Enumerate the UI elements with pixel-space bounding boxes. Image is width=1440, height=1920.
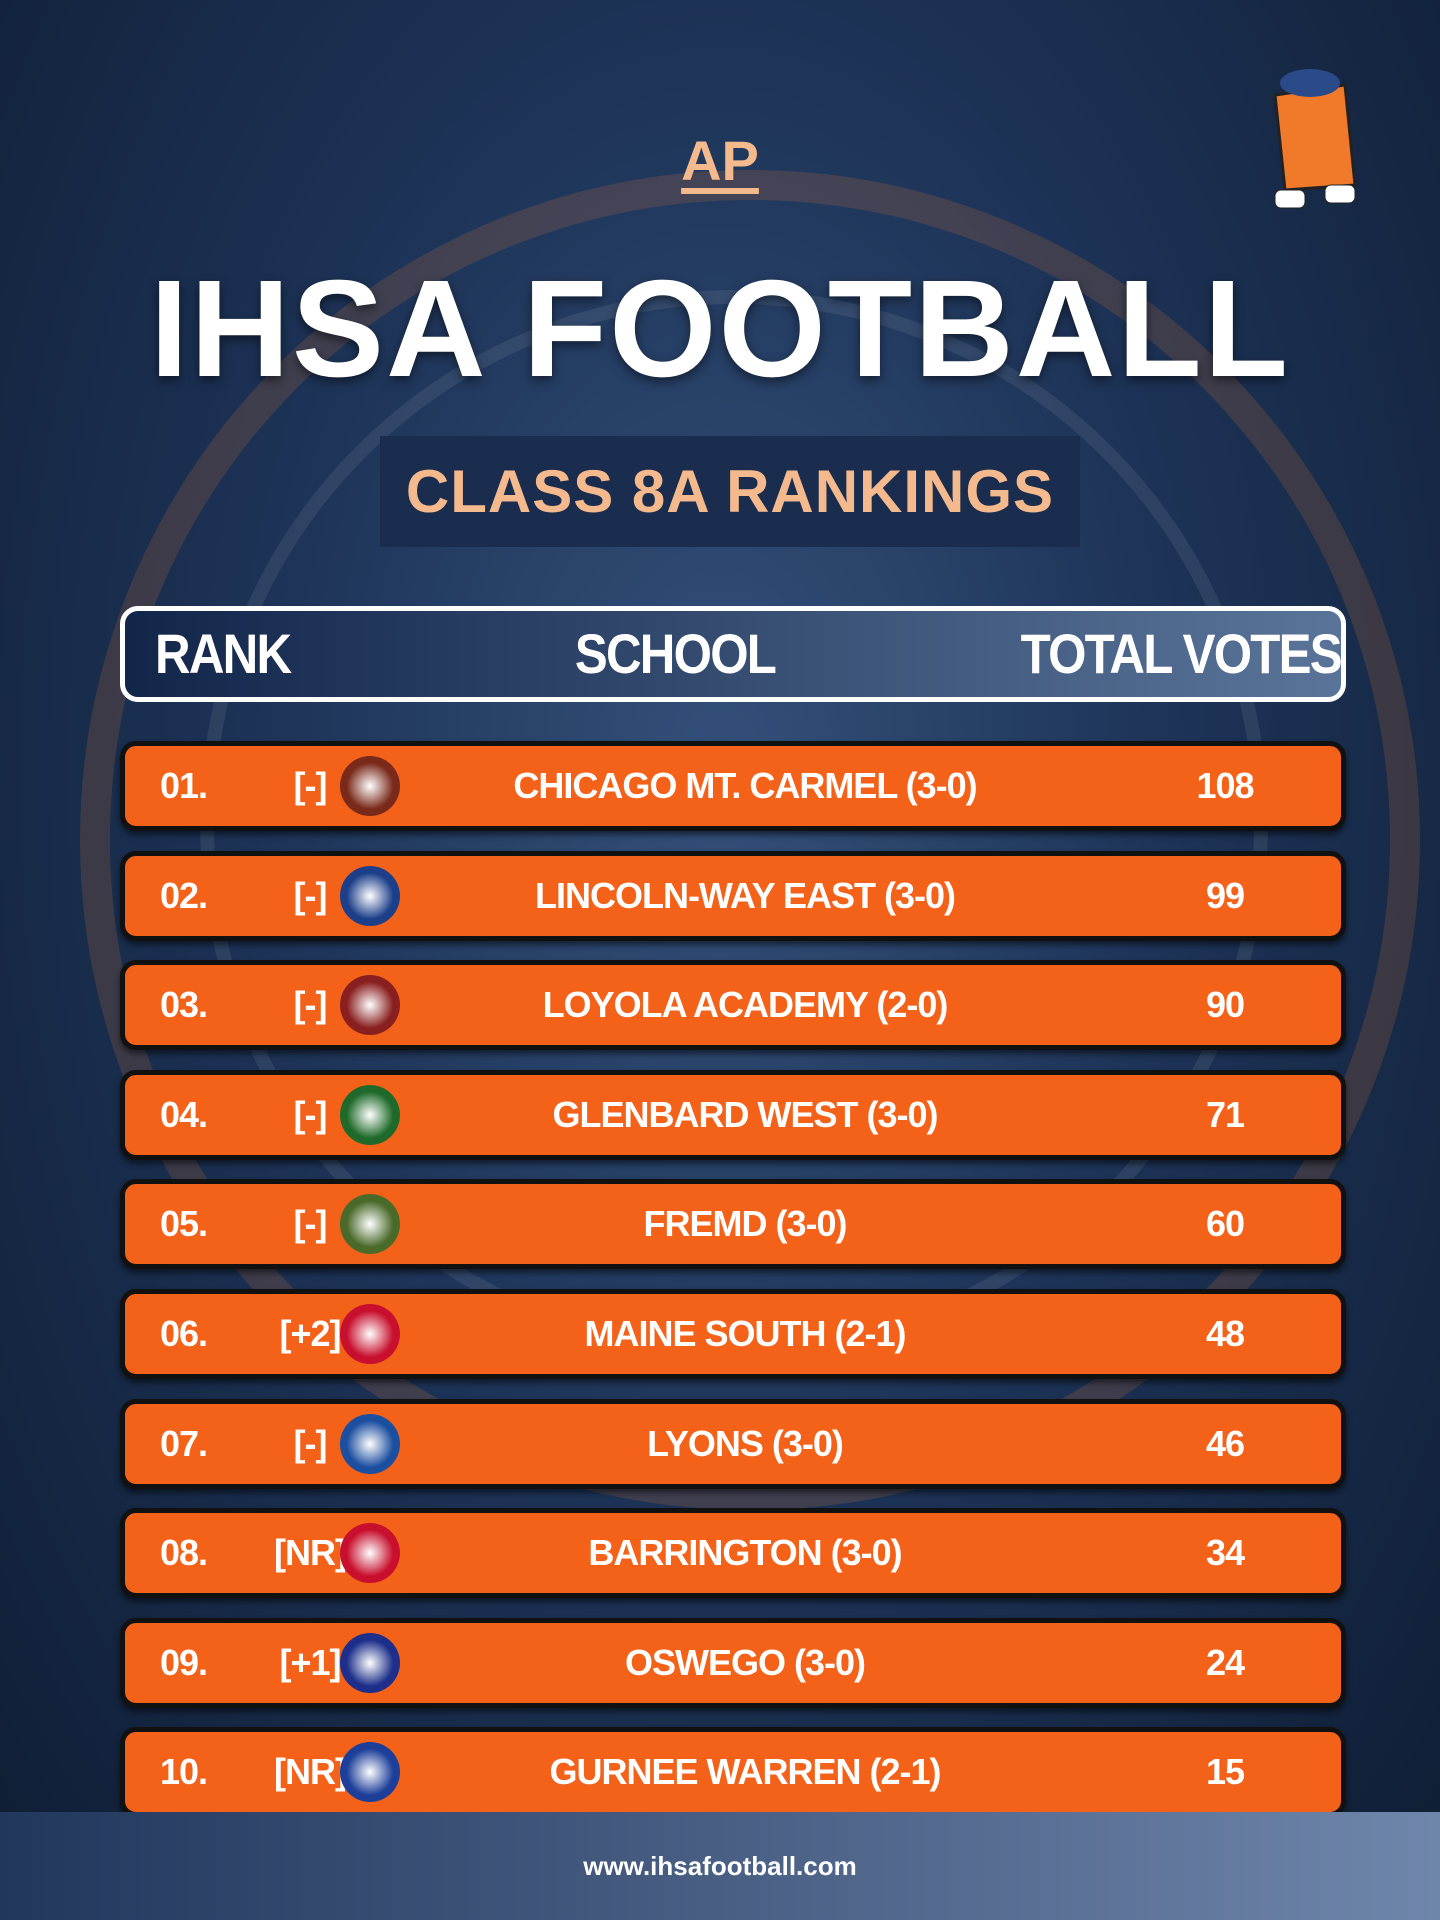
- school: FREMD (3-0): [643, 1203, 848, 1245]
- rank: 03.: [160, 984, 208, 1026]
- ranking-row: 02. [-] LINCOLN-WAY EAST (3-0) 99: [120, 850, 1346, 941]
- rank: 10.: [160, 1751, 208, 1793]
- table-header: RANK SCHOOL TOTAL VOTES: [120, 606, 1346, 702]
- school-logo: [340, 756, 400, 816]
- ranking-row: 05. [-] FREMD (3-0) 60: [120, 1179, 1346, 1270]
- ranking-row: 09. [+1] OSWEGO (3-0) 24: [120, 1617, 1346, 1708]
- rank: 04.: [160, 1093, 208, 1135]
- school-logo: [340, 1413, 400, 1474]
- rank-change: [-]: [293, 874, 328, 916]
- school: BARRINGTON (3-0): [588, 1532, 902, 1574]
- rank-change: [NR]: [274, 1751, 347, 1793]
- rank: 07.: [160, 1422, 208, 1464]
- subtitle: CLASS 8A RANKINGS: [380, 436, 1080, 547]
- votes: 34: [1205, 1532, 1245, 1574]
- rank: 08.: [160, 1532, 208, 1574]
- ranking-row: 08. [NR] BARRINGTON (3-0) 34: [120, 1508, 1346, 1599]
- rank-change: [-]: [293, 765, 328, 806]
- school: LOYOLA ACADEMY (2-0): [542, 984, 949, 1026]
- ranking-row: 01. [-] CHICAGO MT. CARMEL (3-0) 108: [120, 741, 1346, 831]
- column-header: SCHOOL: [574, 622, 777, 685]
- school: CHICAGO MT. CARMEL (3-0): [513, 765, 977, 806]
- column-header: TOTAL VOTES: [1020, 622, 1343, 685]
- school: GLENBARD WEST (3-0): [552, 1093, 939, 1135]
- votes: 48: [1205, 1313, 1245, 1354]
- rank: 09.: [160, 1641, 208, 1683]
- ranking-row: 04. [-] GLENBARD WEST (3-0) 71: [120, 1069, 1346, 1160]
- rank-change: [NR]: [274, 1532, 347, 1574]
- school: MAINE SOUTH (2-1): [584, 1313, 906, 1354]
- school-logo: [340, 1632, 400, 1693]
- mascot-cap: [1280, 69, 1340, 97]
- mascot-shoe: [1274, 189, 1306, 209]
- votes: 24: [1205, 1641, 1245, 1683]
- ranking-row: 03. [-] LOYOLA ACADEMY (2-0) 90: [120, 960, 1346, 1051]
- votes: 108: [1196, 765, 1254, 806]
- votes: 90: [1205, 984, 1245, 1026]
- mascot: [1273, 69, 1357, 209]
- votes: 60: [1205, 1203, 1245, 1245]
- ranking-row: 07. [-] LYONS (3-0) 46: [120, 1398, 1346, 1489]
- badge: AP: [681, 129, 759, 192]
- title: IHSA FOOTBALL: [149, 252, 1291, 406]
- school-logo: [340, 1304, 400, 1364]
- school-logo: [340, 865, 400, 926]
- rank-change: [-]: [293, 1203, 328, 1245]
- school-logo: [340, 1084, 400, 1145]
- rank: 01.: [160, 765, 208, 806]
- column-header: RANK: [155, 622, 292, 685]
- rank-change: [-]: [293, 984, 328, 1026]
- votes: 46: [1205, 1422, 1245, 1464]
- rank: 06.: [160, 1313, 208, 1354]
- school: OSWEGO (3-0): [624, 1641, 866, 1683]
- school-logo: [340, 1523, 400, 1584]
- ranking-row: 06. [+2] MAINE SOUTH (2-1) 48: [120, 1289, 1346, 1379]
- rank-change: [-]: [293, 1093, 328, 1135]
- rank-change: [-]: [293, 1422, 328, 1464]
- school: LYONS (3-0): [647, 1422, 844, 1464]
- votes: 15: [1205, 1751, 1245, 1793]
- rank-change: [+1]: [279, 1641, 341, 1683]
- school-logo: [340, 1742, 400, 1803]
- footer: www.ihsafootball.com: [0, 1812, 1440, 1920]
- school: GURNEE WARREN (2-1): [549, 1751, 941, 1793]
- votes: 71: [1205, 1093, 1245, 1135]
- rank: 02.: [160, 874, 208, 916]
- school-logo: [340, 1194, 400, 1255]
- rank: 05.: [160, 1203, 208, 1245]
- school-logo: [340, 975, 400, 1036]
- rank-change: [+2]: [279, 1313, 341, 1354]
- school: LINCOLN-WAY EAST (3-0): [534, 874, 956, 916]
- mascot-shoe: [1324, 184, 1356, 204]
- votes: 99: [1205, 874, 1245, 916]
- ranking-row: 10. [NR] GURNEE WARREN (2-1) 15: [120, 1727, 1346, 1818]
